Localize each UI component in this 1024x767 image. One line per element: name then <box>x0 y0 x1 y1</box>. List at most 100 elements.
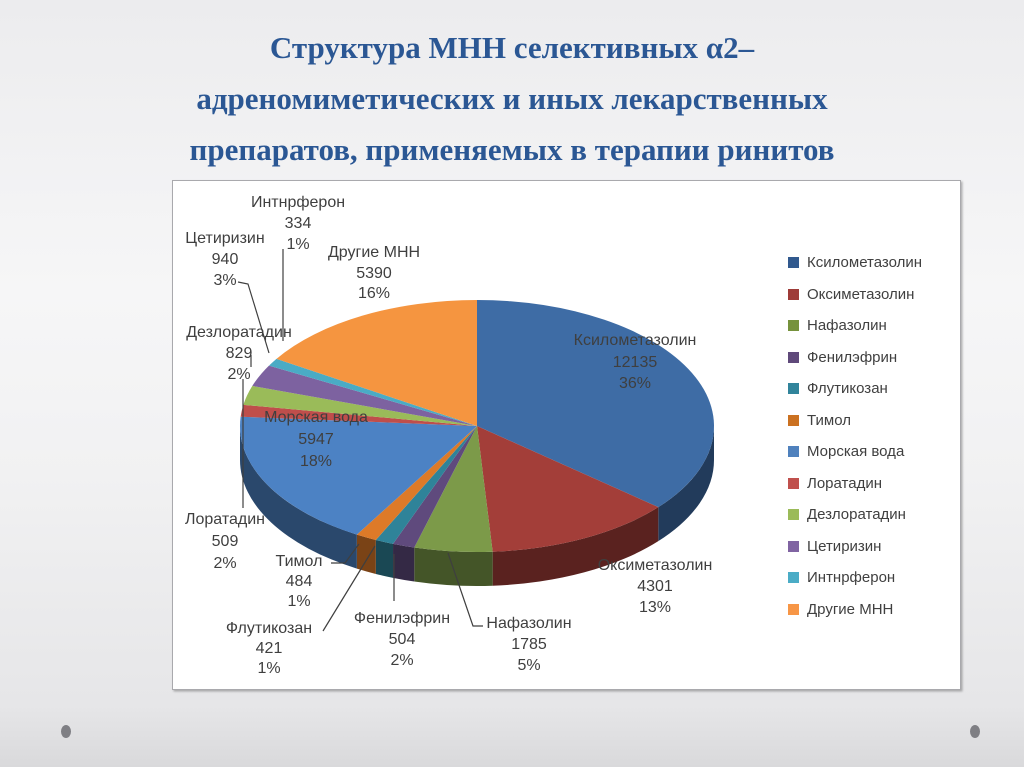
legend-label: Флутикозан <box>807 380 888 398</box>
legend-swatch-icon <box>788 351 799 363</box>
chart-panel: Ксилометазолин 12135 36% Оксиметазолин 4301 1… <box>172 180 961 690</box>
slice-label-value: 12135 <box>613 354 658 371</box>
legend-swatch-icon <box>788 509 799 521</box>
slice-label-value: 421 <box>256 640 283 657</box>
slice-label-pct: 1% <box>286 236 309 253</box>
legend-item[interactable]: Дезлоратадин <box>788 499 953 531</box>
legend-item[interactable]: Цетиризин <box>788 531 953 563</box>
slice-label-value: 940 <box>212 251 239 268</box>
slice-label: Флутикозан 421 1% <box>226 620 312 677</box>
slice-label-label: Морская вода <box>264 409 368 426</box>
legend-label: Ксилометазолин <box>807 254 923 272</box>
slice-label: Дезлоратадин 829 2% <box>186 324 292 383</box>
slice-label-label: Оксиметазолин <box>598 557 713 574</box>
legend-item[interactable]: Интнрферон <box>788 562 953 594</box>
legend-item[interactable]: Оксиметазолин <box>788 279 953 311</box>
legend-label: Дезлоратадин <box>807 506 906 524</box>
slice-label: Ксилометазолин 12135 36% <box>574 332 697 392</box>
legend-label: Оксиметазолин <box>807 285 915 303</box>
legend-label: Фенилэфрин <box>807 348 898 366</box>
pie-slice[interactable] <box>414 426 493 552</box>
legend-label: Другие МНН <box>807 600 894 618</box>
pie-slice[interactable] <box>243 385 477 426</box>
slice-label: Нафазолин 1785 5% <box>486 615 571 674</box>
legend: Ксилометазолин Оксиметазолин Нафазолин Фени… <box>788 247 953 625</box>
slice-label-label: Дезлоратадин <box>186 324 292 341</box>
pie-chart: Ксилометазолин 12135 36% Оксиметазолин 4301 1… <box>185 194 714 677</box>
legend-swatch-icon <box>788 540 799 552</box>
slice-label-label: Тимол <box>276 553 323 570</box>
slice-label: Другие МНН 5390 16% <box>328 244 420 302</box>
slice-label: Оксиметазолин 4301 13% <box>598 557 713 616</box>
legend-item[interactable]: Морская вода <box>788 436 953 468</box>
slice-label-value: 829 <box>226 345 253 362</box>
decorative-dot-right <box>970 725 980 738</box>
slide-title: Структура МНН селективных α2– адреномиме… <box>189 30 835 167</box>
legend-swatch-icon <box>788 603 799 615</box>
pie-slice-side <box>414 547 493 586</box>
pie-slice[interactable] <box>477 300 714 508</box>
pie-slice[interactable] <box>240 404 477 426</box>
legend-label: Нафазолин <box>807 317 887 335</box>
slice-label-pct: 5% <box>517 657 540 674</box>
slice-label: Фенилэфрин 504 2% <box>354 610 450 669</box>
legend-item[interactable]: Тимол <box>788 405 953 437</box>
legend-swatch-icon <box>788 477 799 489</box>
slice-label-value: 509 <box>212 533 239 550</box>
legend-item[interactable]: Фенилэфрин <box>788 342 953 374</box>
slice-label-pct: 2% <box>390 652 413 669</box>
decorative-dot-left <box>61 725 71 738</box>
slice-label-value: 5947 <box>298 431 334 448</box>
pie-slice[interactable] <box>240 416 477 535</box>
slice-label-pct: 1% <box>257 660 280 677</box>
leader-line <box>237 281 270 354</box>
slice-label-label: Интнрферон <box>251 194 345 211</box>
slice-label-value: 5390 <box>356 265 392 282</box>
slice-label: Цетиризин 940 3% <box>185 230 264 289</box>
slice-label-pct: 36% <box>619 375 651 392</box>
pie-slice[interactable] <box>375 426 477 544</box>
legend-swatch-icon <box>788 257 799 269</box>
slice-label-pct: 2% <box>227 366 250 383</box>
legend-item[interactable]: Другие МНН <box>788 594 953 626</box>
slice-label-label: Другие МНН <box>328 244 420 261</box>
slice-label-pct: 2% <box>213 555 236 572</box>
slice-label-value: 4301 <box>637 578 673 595</box>
pie-slice-side <box>375 539 394 578</box>
pie-slice-side <box>658 426 714 542</box>
pie-slice-side <box>393 543 415 582</box>
slice-label-label: Флутикозан <box>226 620 312 637</box>
legend-item[interactable]: Лоратадин <box>788 468 953 500</box>
pie-slice[interactable] <box>356 426 477 540</box>
slice-label: Тимол 484 1% <box>276 553 323 610</box>
pie-slice-side <box>356 534 376 574</box>
legend-swatch-icon <box>788 383 799 395</box>
leader-line <box>447 552 483 627</box>
pie-slice[interactable] <box>268 358 477 426</box>
legend-item[interactable]: Флутикозан <box>788 373 953 405</box>
slice-label-pct: 3% <box>213 272 236 289</box>
legend-label: Лоратадин <box>807 474 882 492</box>
slice-label-label: Лоратадин <box>185 511 265 528</box>
legend-label: Цетиризин <box>807 537 882 555</box>
pie-slice[interactable] <box>276 300 477 426</box>
pie-slice[interactable] <box>393 426 477 548</box>
pie-slice-side <box>492 507 659 586</box>
pie-slice[interactable] <box>477 426 659 552</box>
legend-item[interactable]: Ксилометазолин <box>788 247 953 279</box>
slice-label-pct: 16% <box>358 285 390 302</box>
pie-slice[interactable] <box>252 365 477 426</box>
slice-label-value: 1785 <box>511 636 547 653</box>
legend-label: Тимол <box>807 411 851 429</box>
legend-label: Интнрферон <box>807 569 896 587</box>
legend-swatch-icon <box>788 446 799 458</box>
legend-swatch-icon <box>788 288 799 300</box>
slice-label-pct: 18% <box>300 453 332 470</box>
slice-label-label: Нафазолин <box>486 615 571 632</box>
slice-label: Лоратадин 509 2% <box>185 511 265 572</box>
legend-item[interactable]: Нафазолин <box>788 310 953 342</box>
slice-label-value: 504 <box>389 631 416 648</box>
slice-label-label: Ксилометазолин <box>574 332 697 349</box>
legend-swatch-icon <box>788 572 799 584</box>
